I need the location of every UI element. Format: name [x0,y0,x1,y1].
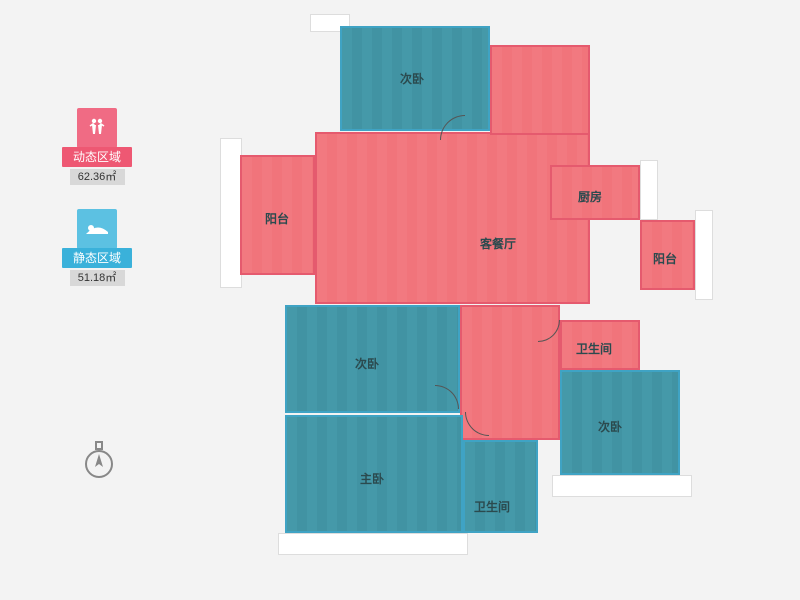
legend-panel: 动态区域 62.36㎡ 静态区域 51.18㎡ [62,108,132,310]
room-hall_top [490,45,590,135]
room-balcony_left [240,155,315,275]
room-bath_bottom [463,440,538,533]
room-sec_bed_mid [285,305,460,413]
legend-static: 静态区域 51.18㎡ [62,209,132,286]
ext-slab [695,210,713,300]
legend-dynamic: 动态区域 62.36㎡ [62,108,132,185]
ext-slab [640,160,658,220]
legend-static-value: 51.18㎡ [70,270,125,286]
sleep-icon [77,209,117,249]
room-living [315,132,590,304]
legend-dynamic-title: 动态区域 [62,147,132,167]
room-master [285,415,463,533]
room-sec_bed_top [340,26,490,131]
ext-slab [552,475,692,497]
people-icon [77,108,117,148]
compass-icon [82,440,116,480]
room-balcony_right [640,220,695,290]
room-bath_top [560,320,640,370]
room-kitchen [550,165,640,220]
legend-static-title: 静态区域 [62,248,132,268]
legend-dynamic-value: 62.36㎡ [70,169,125,185]
ext-slab [278,533,468,555]
floor-plan: 次卧阳台客餐厅厨房阳台次卧卫生间主卧卫生间次卧 [240,20,715,568]
ext-slab [220,138,242,288]
room-sec_bed_br [560,370,680,475]
